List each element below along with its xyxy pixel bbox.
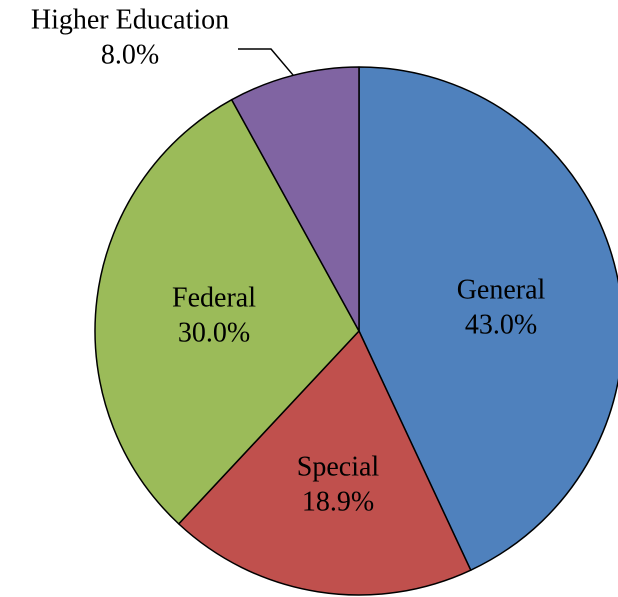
pie-slice-general (358, 66, 618, 571)
slice-label-higher-education: Higher Education (31, 5, 229, 36)
slice-labels: General 43.0% Special 18.9% Federal 30.0% High… (31, 5, 546, 518)
leader-lines (238, 48, 294, 76)
slice-value-higher-education: 8.0% (101, 40, 159, 71)
slice-label-special: Special (297, 452, 380, 483)
slice-value-federal: 30.0% (178, 318, 250, 349)
slice-label-general: General (457, 275, 546, 306)
slice-value-general: 43.0% (465, 310, 537, 341)
pie-slice-federal (94, 98, 360, 525)
leader-line-higher-education (238, 48, 294, 76)
pie-slice-special (177, 330, 472, 596)
slice-label-federal: Federal (172, 283, 256, 314)
slice-value-special: 18.9% (302, 487, 374, 518)
pie-slices (94, 66, 618, 596)
pie-slice-higher-education (230, 66, 360, 332)
